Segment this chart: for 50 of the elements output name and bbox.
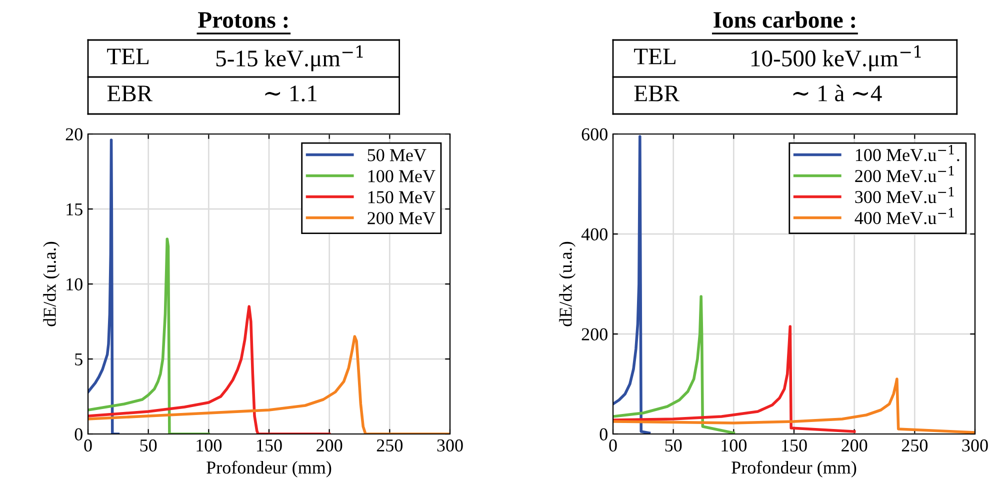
text: EBR (107, 86, 153, 102)
x-tick-label: 300 (962, 439, 988, 452)
legend-label: 200 MeV.u$^{−1}$ (855, 166, 954, 182)
y-tick-label: 0 (600, 428, 608, 440)
text: 5-15 keV.μm$^{−1}$ (216, 45, 363, 72)
x-tick-label: 50 (140, 439, 157, 452)
y-tick-label: 200 (582, 328, 608, 340)
chart-title: Protons : (198, 12, 288, 28)
x-axis-title: Profondeur (mm) (206, 460, 332, 478)
y-tick-label: 10 (66, 278, 82, 290)
text: ∼ 1.1 (265, 86, 317, 102)
y-axis-title: dE/dx (u.a.) (559, 242, 576, 326)
x-tick-label: 0 (84, 439, 92, 452)
x-tick-label: 100 (722, 439, 747, 452)
text: ∼ 1 à ∼4 (793, 84, 882, 102)
y-tick-label: 0 (74, 428, 82, 440)
text: TEL (107, 48, 149, 64)
y-axis-title: dE/dx (u.a.) (43, 242, 60, 326)
x-tick-label: 250 (376, 439, 403, 452)
x-tick-label: 200 (842, 439, 868, 452)
x-tick-label: 150 (782, 439, 807, 452)
legend-label: 150 MeV (368, 191, 436, 204)
line-series (88, 138, 120, 434)
text: TEL (634, 48, 676, 64)
text: 10-500 keV.μm$^{−1}$ (751, 45, 921, 72)
legend-label: 300 MeV.u$^{−1}$ (855, 187, 954, 204)
x-axis-title: Profondeur (mm) (732, 460, 856, 478)
legend-label: 50 MeV (368, 149, 426, 162)
chart-title: Ions carbone : (714, 11, 855, 28)
y-tick-label: 5 (75, 353, 82, 366)
line-series (613, 295, 736, 434)
y-tick-label: 400 (581, 228, 608, 240)
legend-label: 200 MeV (368, 212, 436, 224)
legend-label: 100 MeV (368, 170, 436, 182)
y-tick-label: 15 (66, 203, 82, 216)
line-series (88, 238, 210, 434)
x-tick-label: 250 (902, 439, 928, 452)
y-tick-label: 20 (66, 128, 82, 140)
x-tick-label: 200 (316, 439, 342, 452)
legend-label: 400 MeV.u$^{−1}$ (854, 208, 954, 224)
line-series (613, 325, 856, 433)
y-tick-label: 600 (582, 128, 608, 140)
line-series (88, 305, 331, 434)
x-tick-label: 300 (437, 439, 463, 452)
text: EBR (634, 86, 680, 102)
x-tick-label: 100 (196, 439, 222, 452)
x-tick-label: 0 (609, 439, 617, 452)
legend-label: 100 MeV.u$^{−1}$. (856, 145, 960, 162)
x-tick-label: 150 (257, 439, 282, 452)
x-tick-label: 50 (665, 439, 682, 452)
